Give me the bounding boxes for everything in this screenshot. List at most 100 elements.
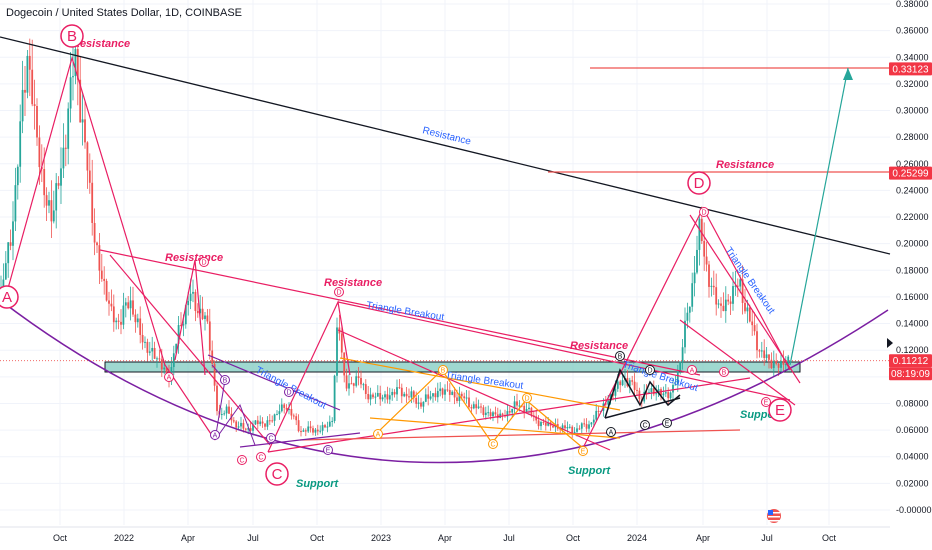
abc-wave-left: [6, 55, 216, 441]
candle-body: [199, 308, 202, 314]
decline-from-d-lower: [689, 214, 801, 384]
projection-arrowhead: [843, 68, 853, 80]
candle-body: [208, 321, 211, 351]
candle-body: [220, 414, 223, 416]
candle-body: [237, 426, 240, 428]
x-tick-label: 2022: [114, 533, 134, 543]
candle-body: [14, 185, 17, 222]
long-resistance-trendline: [0, 36, 891, 255]
candle-body: [460, 393, 463, 397]
candle-body: [410, 391, 413, 398]
candle-body: [693, 272, 696, 284]
candle-body: [139, 318, 142, 335]
pt-b-label: B: [223, 378, 228, 385]
candle-body: [264, 423, 266, 427]
candle-body: [278, 411, 281, 415]
candle-body: [98, 245, 101, 271]
candle-body: [439, 388, 442, 392]
candle-body: [225, 406, 228, 414]
candle-body: [331, 420, 334, 422]
y-tick-label: 0.06000: [896, 425, 929, 435]
point-a-marker: [0, 285, 19, 309]
candle-body: [348, 383, 350, 389]
candle-body: [664, 392, 667, 394]
candle-body: [36, 106, 38, 138]
resistance-label: Resistance: [72, 38, 130, 50]
candle-body: [398, 387, 401, 389]
pt-a-marker: [373, 429, 383, 439]
candle-body: [422, 401, 425, 407]
candle-body: [187, 300, 190, 306]
orange-triangle-upper: [339, 357, 621, 411]
candle-body: [669, 392, 672, 399]
candle-body: [153, 347, 156, 359]
candle-body: [302, 430, 305, 432]
candle-body: [429, 396, 432, 399]
candle-body: [578, 428, 581, 430]
pt-d-marker: [284, 387, 294, 397]
candle-body: [86, 142, 89, 171]
candle-body: [393, 391, 396, 395]
candle-body: [748, 307, 751, 322]
candle-body: [67, 108, 70, 149]
candle-body: [453, 391, 456, 398]
candle-body: [189, 293, 192, 301]
candle-body: [684, 320, 686, 348]
candle-body: [307, 426, 310, 432]
candle-body: [216, 385, 218, 412]
candle-body: [192, 291, 194, 294]
candle-body: [151, 347, 154, 352]
candle-body: [765, 354, 768, 358]
candle-body: [31, 69, 34, 105]
x-tick-label: Jul: [247, 533, 259, 543]
pt-b-label: B: [722, 370, 727, 377]
y-tick-label: 0.32000: [896, 79, 929, 89]
pt-a-marker: [164, 372, 174, 382]
candle-body: [631, 380, 634, 382]
candle-body: [268, 420, 271, 422]
candle-body: [566, 427, 569, 429]
price-badge: [889, 367, 932, 381]
y-tick-label: 0.12000: [896, 345, 929, 355]
candle-body: [79, 79, 82, 123]
point-b-label: B: [67, 28, 77, 45]
candle-body: [352, 383, 355, 386]
price-badges: 0.33123 0.25299 0.11212 08:19:09: [887, 62, 932, 381]
candle-body: [50, 200, 53, 222]
pt-d-marker: [199, 257, 209, 267]
candle-body: [48, 200, 50, 206]
candle-body: [561, 425, 564, 430]
candle-body: [175, 343, 178, 354]
pt-e-label: E: [764, 400, 769, 407]
candle-body: [506, 411, 509, 417]
candle-body: [213, 363, 216, 386]
candle-body: [585, 424, 588, 429]
candle-body: [249, 428, 252, 431]
candle-body: [619, 381, 622, 386]
pt-a-marker: [687, 365, 697, 375]
candle-body: [177, 325, 180, 344]
candle-body: [345, 375, 348, 389]
pt-b-label: B: [441, 368, 446, 375]
candle-body: [777, 363, 780, 368]
candle-body: [470, 407, 473, 409]
triangle-breakout-label: Triangle Breakout: [366, 300, 446, 323]
candle-body: [472, 404, 475, 409]
candle-body: [379, 393, 382, 400]
trendline-resistance-label: Resistance: [421, 125, 472, 148]
candle-body: [614, 388, 617, 396]
candle-body: [333, 375, 336, 421]
candle-body: [182, 324, 185, 326]
candle-body: [19, 121, 22, 167]
candle-body: [760, 350, 763, 352]
candle-body: [124, 302, 127, 306]
candle-body: [544, 422, 547, 426]
candle-body: [115, 320, 118, 323]
candle-body: [525, 409, 528, 413]
candle-body: [350, 383, 353, 385]
price-badge-label: 0.25299: [892, 169, 929, 180]
candle-body: [782, 360, 785, 365]
candle-body: [343, 352, 346, 376]
y-tick-label: 0.24000: [896, 185, 929, 195]
